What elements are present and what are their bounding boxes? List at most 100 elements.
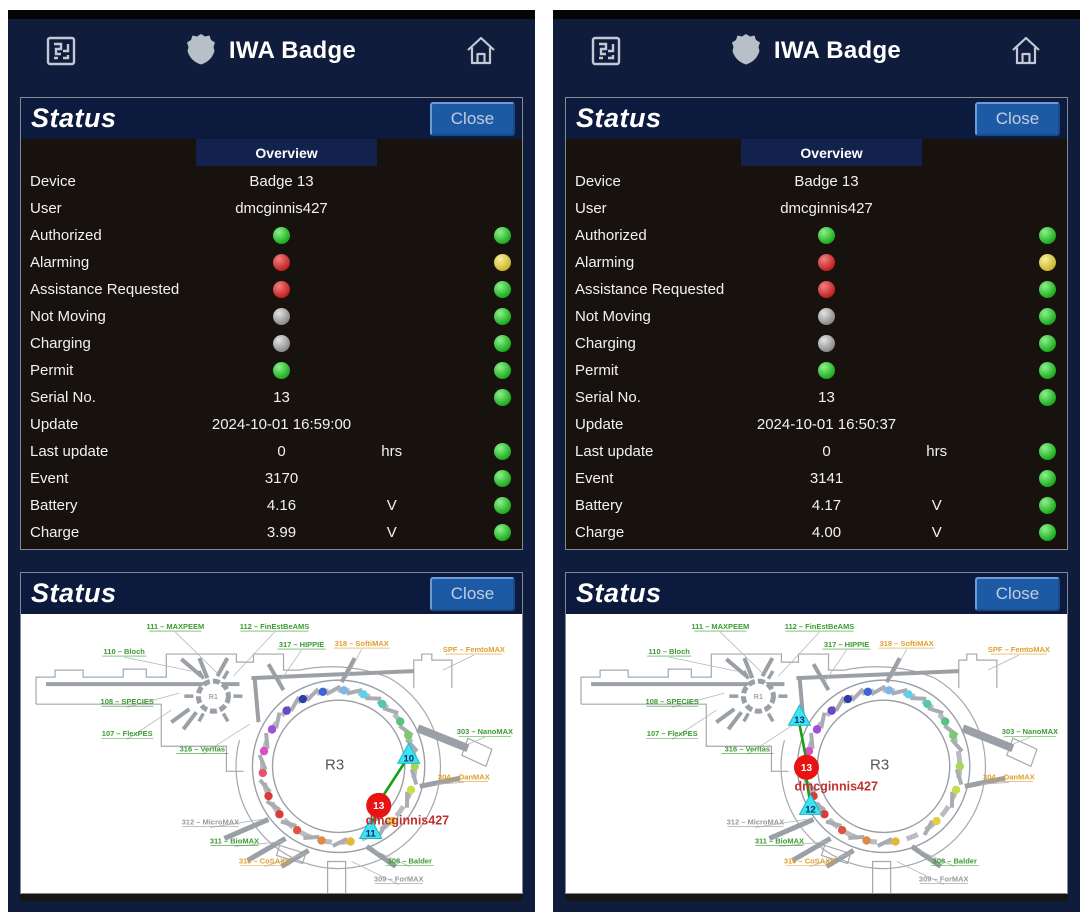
qr-code-icon[interactable] [589,34,623,68]
close-button[interactable]: Close [430,101,515,136]
status-dot-right-green [1038,389,1056,406]
status-dot-right-green [1038,443,1056,460]
label-leader-line [346,648,363,679]
beamline-label: 316 – Veritas [725,744,770,753]
status-dot-right-yellow [493,254,511,271]
ring-position-dot [951,785,961,795]
system-bar [8,10,535,19]
beamline-label: 110 – Bloch [104,647,146,656]
beamline-chute [215,657,230,678]
row-right-indicator [972,335,1067,352]
status-dot-right-green [493,362,511,379]
status-dot-gray [818,308,835,325]
label-leader-line [127,692,180,708]
row-right-indicator [427,443,522,460]
ring-position-dot [346,837,355,846]
qr-code-icon[interactable] [44,34,78,68]
magnet-segment [305,687,320,702]
row-right-indicator [972,281,1067,298]
row-label: Battery [30,497,78,514]
close-button[interactable]: Close [975,101,1060,136]
row-label: Authorized [30,227,102,244]
magnet-segment [819,712,827,729]
badge-path-line [805,779,811,799]
label-leader-line [747,723,795,755]
row-right-indicator [427,362,522,379]
ring-position-dot [403,731,413,740]
row-label: Last update [30,443,109,460]
row-unit: V [931,497,942,514]
badge-circle-number: 13 [801,763,813,774]
r1-spoke [197,670,205,680]
status-panel: Status Close Overview Device Badge 13 User… [565,97,1068,550]
status-dot-gray [273,308,290,325]
facility-map: R1 R3 111 – MAXPEEM 112 – FinEstBeAMS 110 – … [21,614,522,893]
building-outline [820,844,852,865]
status-row: User dmcginnis427 [21,195,522,222]
tab-overview[interactable]: Overview [196,139,377,166]
status-row: Alarming [566,249,1067,276]
status-panel-header: Status Close [21,98,522,139]
map-panel: Status Close R1 R3 111 – MAXPEEM 112 – FinE… [565,572,1068,894]
badge-triangle-number: 11 [366,828,377,839]
beamline-label: 310 – CoSAXS [784,856,835,865]
status-row: Update 2024-10-01 16:59:00 [21,411,522,438]
status-panel: Status Close Overview Device Badge 13 User… [20,97,523,550]
badge-triangle-number: 13 [794,715,805,726]
beamline-label: 111 – MAXPEEM [691,622,749,631]
label-leader-line [809,853,851,867]
home-icon[interactable] [1008,33,1044,69]
row-right-indicator [972,524,1067,541]
close-button[interactable]: Close [430,576,515,611]
row-value [751,281,901,298]
ring-position-dot [359,690,368,699]
building-outline [413,653,453,689]
row-label: User [30,200,62,217]
close-button[interactable]: Close [975,576,1060,611]
badge-triangle-marker [358,817,383,839]
status-row: Permit [21,357,522,384]
ring-position-dot [863,687,873,697]
label-leader-line [891,648,908,679]
phone-body: IWA Badge Status Close Over [8,19,535,912]
label-leader-line [351,861,399,885]
beamline-label: 108 – SPECIES [101,697,154,706]
status-dot-right-green [493,443,511,460]
label-leader-line [210,819,262,828]
ring-position-dot [267,725,277,734]
ring-position-dot [282,706,291,715]
status-dot-right-green [493,308,511,325]
app-header: IWA Badge [8,19,535,83]
home-icon[interactable] [463,33,499,69]
beamline-label: 311 – BioMAX [210,836,259,845]
badge-circle-marker [793,754,820,780]
beamline-chute [252,675,261,723]
tab-row: Overview [566,139,1067,168]
tab-overview[interactable]: Overview [741,139,922,166]
r1-label: R1 [209,694,218,701]
row-label: Alarming [30,254,90,271]
magnet-segment [377,819,390,836]
row-label: Permit [575,362,619,379]
beamline-label: 309 – ForMAX [919,875,969,884]
status-table: Overview Device Badge 13 User dmcginnis427 A… [566,139,1067,549]
row-value: dmcginnis427 [780,200,873,217]
r1-spoke [742,712,750,723]
status-row: Assistance Requested [566,276,1067,303]
status-row: Charging [21,330,522,357]
beamline-label: 317 – HIPPIE [824,640,869,649]
status-row: Update 2024-10-01 16:50:37 [566,411,1067,438]
ring-position-dot [955,762,964,771]
status-dot-green [818,362,835,379]
label-leader-line [126,709,172,740]
magnet-segment [257,754,268,771]
status-dot-right-green [493,335,511,352]
label-leader-line [669,656,737,672]
r1-spoke [742,670,750,680]
badge-circle-number: 13 [373,801,385,812]
label-leader-line [442,654,475,671]
building-outline [581,703,789,772]
facility-map-area: R1 R3 111 – MAXPEEM 112 – FinEstBeAMS 110 – … [21,614,522,893]
r1-label: R1 [754,694,763,701]
